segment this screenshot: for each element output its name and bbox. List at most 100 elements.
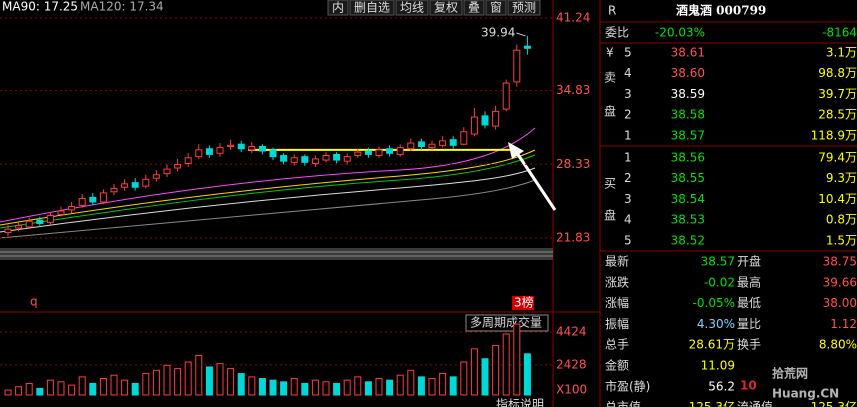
level: 2: [624, 171, 632, 185]
candle-body: [25, 220, 33, 228]
high-label: 39.94: [481, 25, 515, 39]
toolbar-button-label[interactable]: 删自选: [354, 1, 390, 15]
stat-label: 量比: [737, 317, 761, 331]
candle-body: [142, 178, 150, 187]
candle-body: [121, 183, 129, 188]
volume-unit: X100: [556, 383, 587, 397]
toolbar-button[interactable]: [395, 0, 429, 16]
candle-body: [470, 116, 478, 135]
volume-indicator[interactable]: 多周期成交量: [470, 315, 542, 330]
stat-label: 金额: [605, 358, 629, 373]
toolbar-button[interactable]: [349, 0, 395, 16]
level: 1: [624, 151, 632, 165]
stat-value: 4.30%: [697, 317, 735, 331]
toolbar-button[interactable]: [327, 0, 349, 16]
candle-body: [311, 158, 319, 164]
volume-bar: [502, 333, 510, 396]
candle-body: [280, 155, 288, 162]
y-tick-label: 41.24: [556, 11, 590, 25]
arrow-head: [508, 142, 524, 159]
volume-bar: [290, 378, 298, 396]
candle-body: [523, 45, 531, 49]
currency: ¥: [606, 46, 614, 60]
sell-label: 盘: [604, 104, 616, 119]
ma-indicator: MA120: 17.34: [80, 0, 164, 14]
price: 38.54: [671, 192, 705, 206]
stat-value: 38.75: [823, 255, 857, 269]
ma-line: [0, 149, 536, 226]
toolbar-button-label[interactable]: 复权: [434, 1, 458, 15]
mark: R: [608, 4, 616, 18]
candle-body: [333, 153, 341, 161]
stat-value: 1.12: [830, 317, 857, 331]
stat-label: 开盘: [737, 254, 761, 269]
volume: 79.4万: [818, 151, 857, 165]
stat-label: 最低: [737, 296, 761, 310]
stat-value: 39.66: [823, 275, 857, 289]
level: 5: [624, 46, 632, 60]
candle-body: [68, 205, 76, 211]
toolbar-button[interactable]: [463, 0, 485, 16]
toolbar-button-label[interactable]: 窗: [490, 1, 502, 15]
arrow: [513, 149, 557, 211]
volume-bar: [248, 376, 256, 396]
ratio-diff: -8164: [822, 26, 857, 40]
volume-bar: [375, 378, 383, 396]
volume-bar: [364, 381, 372, 396]
volume-bar: [460, 361, 468, 396]
candle-body: [89, 196, 97, 203]
candle-body: [269, 149, 277, 158]
stock-title: 酒鬼酒 000799: [676, 3, 766, 18]
volume-bar: [205, 366, 213, 396]
volume-bar: [174, 368, 182, 396]
volume: 28.5万: [818, 108, 857, 122]
high-pointer: [516, 32, 526, 37]
candle-body: [36, 219, 44, 224]
candle-body: [364, 150, 372, 155]
rank: 3榜: [514, 295, 534, 310]
volume: 9.3万: [826, 171, 857, 185]
stat-value: 38.57: [701, 255, 735, 269]
rank-badge: [512, 296, 534, 310]
candle-body: [110, 187, 118, 193]
buy-label: 盘: [604, 208, 616, 223]
volume-bar: [449, 376, 457, 396]
volume-bar: [269, 379, 277, 396]
indicator-help[interactable]: 指标说明: [496, 397, 544, 407]
price: 38.58: [671, 108, 705, 122]
ma-line: [0, 154, 536, 229]
volume-indicator-box[interactable]: [465, 314, 549, 332]
toolbar-button-label[interactable]: 预测: [512, 1, 536, 15]
toolbar-button[interactable]: [485, 0, 507, 16]
volume-bar: [354, 376, 362, 396]
candle-body: [195, 149, 203, 158]
volume-bar: [99, 378, 107, 396]
stat-value: 28.61万: [689, 338, 735, 352]
marker: q: [30, 295, 38, 309]
y-tick-label: 21.83: [556, 230, 590, 244]
toolbar-button[interactable]: [429, 0, 463, 16]
volume-bar: [163, 364, 171, 396]
candle-body: [481, 115, 489, 126]
candle-body: [78, 198, 86, 206]
toolbar-button-label[interactable]: 内: [332, 1, 344, 15]
price: 38.60: [671, 66, 705, 80]
volume-bar: [258, 378, 266, 396]
price: 38.52: [671, 233, 705, 247]
volume-bar: [216, 363, 224, 396]
volume: 1.5万: [826, 233, 857, 247]
level: 4: [624, 213, 632, 227]
candle-body: [322, 155, 330, 161]
candle-body: [57, 210, 65, 215]
candle-body: [46, 215, 54, 223]
toolbar-button[interactable]: [507, 0, 541, 16]
candle-body: [449, 139, 457, 146]
volume-bar: [15, 386, 23, 396]
price: 38.56: [671, 151, 705, 165]
toolbar-button-label[interactable]: 叠: [468, 1, 480, 15]
stat-label: 总市值: [605, 399, 641, 407]
toolbar-button-label[interactable]: 均线: [400, 1, 424, 15]
candle-body: [343, 156, 351, 162]
volume-bar: [343, 379, 351, 396]
volume: 39.7万: [818, 87, 857, 101]
